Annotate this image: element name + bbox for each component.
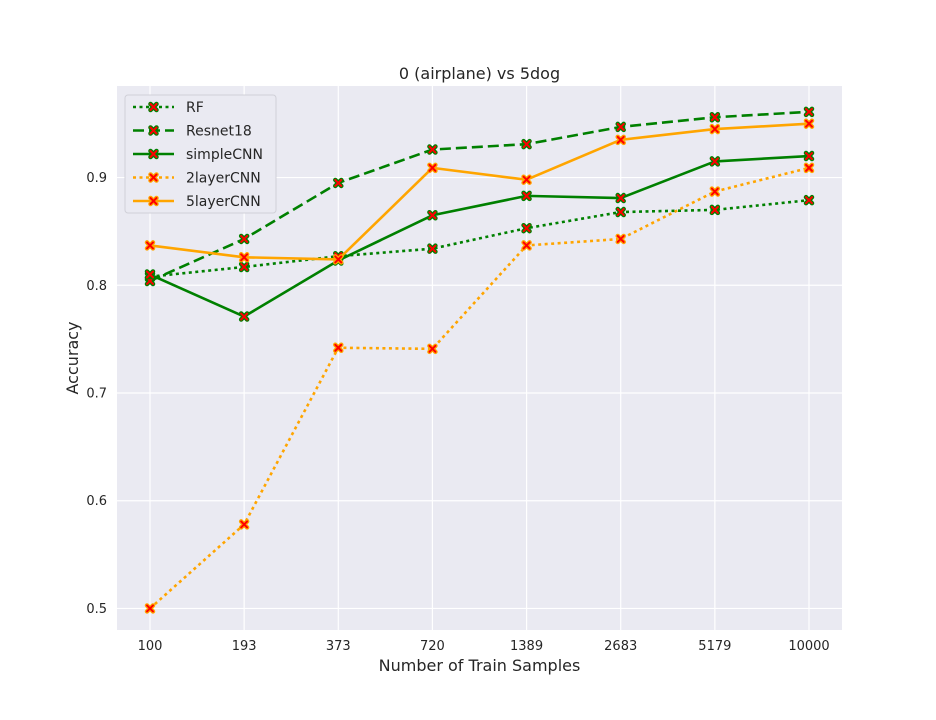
data-point — [521, 240, 532, 251]
y-tick-label: 0.5 — [86, 602, 107, 617]
legend: RF Resnet18 simpleCNN 2layerCNN 5layerCNN — [124, 94, 277, 214]
y-axis: 0.5 0.6 0.7 0.8 0.9 — [86, 171, 107, 617]
data-point — [615, 206, 626, 218]
data-point — [521, 138, 532, 150]
series-line — [149, 122, 810, 261]
y-tick-label: 0.6 — [86, 494, 107, 509]
x-tick-label: 1389 — [510, 639, 543, 654]
x-axis: 100 193 373 720 1389 2683 5179 10000 — [138, 639, 830, 654]
legend-label: simpleCNN — [186, 147, 263, 163]
legend-entry: RF — [133, 100, 204, 116]
x-tick-label: 100 — [138, 639, 163, 654]
x-tick-label: 373 — [326, 639, 351, 654]
x-tick-label: 720 — [420, 639, 445, 654]
data-point — [238, 311, 250, 322]
data-point — [521, 190, 532, 202]
legend-label: Resnet18 — [186, 124, 252, 140]
series-5layerCNN — [144, 118, 815, 265]
y-tick-label: 0.9 — [86, 171, 107, 186]
legend-marker — [148, 172, 159, 183]
series-line — [149, 198, 810, 278]
legend-frame — [124, 94, 277, 214]
y-tick-label: 0.7 — [86, 387, 107, 402]
series-layer — [144, 106, 815, 614]
data-point — [709, 123, 721, 135]
data-point — [238, 261, 250, 273]
data-point — [333, 177, 344, 189]
legend-label: RF — [186, 100, 204, 116]
x-tick-label: 2683 — [604, 639, 637, 654]
data-point — [238, 233, 250, 245]
data-point — [615, 233, 626, 245]
data-point — [521, 222, 532, 234]
legend-label: 2layerCNN — [186, 171, 261, 187]
data-point — [803, 118, 815, 129]
grid — [117, 86, 842, 630]
legend-label: 5layerCNN — [186, 194, 261, 210]
data-point — [238, 519, 250, 530]
x-axis-title: Number of Train Samples — [379, 656, 581, 675]
data-point — [521, 174, 532, 185]
data-point — [144, 603, 156, 614]
data-point — [709, 186, 721, 197]
series-2layerCNN — [144, 162, 815, 614]
y-axis-title: Accuracy — [63, 321, 82, 394]
legend-entry: 2layerCNN — [133, 171, 261, 187]
data-point — [427, 162, 438, 174]
data-point — [615, 134, 626, 146]
data-point — [803, 106, 815, 118]
data-point — [803, 194, 815, 206]
data-point — [238, 252, 250, 263]
data-point — [709, 111, 721, 123]
data-point — [427, 343, 438, 355]
data-point — [709, 204, 721, 216]
series-line — [149, 110, 810, 283]
legend-marker — [148, 125, 159, 136]
data-point — [333, 254, 344, 265]
data-point — [144, 269, 156, 280]
legend-marker — [148, 148, 159, 160]
data-point — [803, 162, 815, 174]
series-Resnet18 — [144, 106, 815, 287]
data-point — [333, 342, 344, 354]
series-line — [149, 166, 810, 610]
series-line — [149, 154, 810, 318]
x-tick-label: 193 — [232, 639, 257, 654]
legend-entry: 5layerCNN — [133, 194, 261, 210]
data-point — [803, 150, 815, 162]
data-point — [709, 156, 721, 167]
data-point — [427, 210, 438, 221]
x-tick-label: 5179 — [698, 639, 731, 654]
x-tick-label: 10000 — [788, 639, 829, 654]
y-tick-label: 0.8 — [86, 279, 107, 294]
data-point — [427, 243, 438, 254]
legend-marker — [148, 195, 159, 207]
data-point — [615, 192, 626, 204]
legend-entry: simpleCNN — [133, 147, 263, 163]
chart-title: 0 (airplane) vs 5dog — [399, 64, 560, 83]
legend-marker — [148, 101, 159, 113]
data-point — [144, 240, 156, 251]
data-point — [615, 121, 626, 133]
legend-entry: Resnet18 — [133, 124, 252, 140]
data-point — [427, 144, 438, 155]
